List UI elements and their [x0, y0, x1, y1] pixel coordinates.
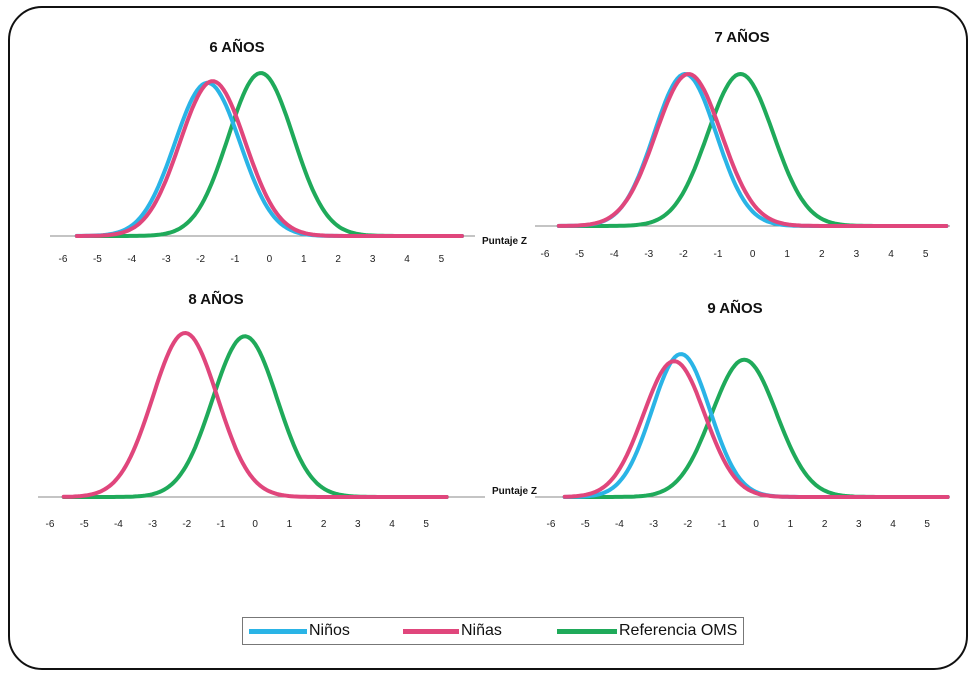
- x-tick-label: -5: [581, 519, 590, 530]
- x-tick-label: -2: [182, 519, 191, 530]
- x-axis-name: Puntaje Z: [482, 236, 527, 247]
- x-tick-label: -6: [46, 519, 55, 530]
- x-tick-label: 0: [753, 519, 759, 530]
- x-tick-label: 3: [854, 249, 860, 260]
- x-tick-label: 0: [267, 254, 273, 265]
- x-tick-label: 1: [788, 519, 794, 530]
- panel-title: 6 AÑOS: [209, 38, 264, 56]
- x-tick-label: -6: [59, 254, 68, 265]
- panel-title: 8 AÑOS: [188, 290, 243, 308]
- x-tick-label: 5: [423, 519, 429, 530]
- x-tick-label: -3: [148, 519, 157, 530]
- x-tick-label: 5: [439, 254, 445, 265]
- x-tick-label: 5: [924, 519, 930, 530]
- x-tick-label: -6: [547, 519, 556, 530]
- series-curve-ninos: [562, 352, 950, 499]
- x-tick-label: -3: [644, 249, 653, 260]
- x-tick-label: 5: [923, 249, 929, 260]
- series-curve-ninas: [74, 79, 464, 238]
- legend-swatch-ninas: [403, 628, 459, 634]
- x-tick-label: -5: [93, 254, 102, 265]
- legend-item-ninas: Niñas: [375, 618, 555, 644]
- legend-swatch-ninos: [249, 628, 307, 634]
- x-tick-label: 1: [287, 519, 293, 530]
- x-tick-label: -2: [683, 519, 692, 530]
- series-curve-ninas: [61, 331, 449, 499]
- x-tick-label: -2: [196, 254, 205, 265]
- panel-title: 7 AÑOS: [714, 28, 769, 46]
- x-tick-label: 4: [389, 519, 395, 530]
- legend-label-referencia: Referencia OMS: [619, 622, 738, 639]
- panel-3: 9 AÑOS -6 -5 -4 -3 -2 -1 0 1 2 3 4 5 Puntaje Z: [492, 299, 950, 530]
- x-tick-label: 3: [856, 519, 862, 530]
- legend-item-referencia: Referencia OMS: [555, 618, 737, 644]
- x-tick-label: 0: [750, 249, 756, 260]
- legend: Niños Niñas Referencia OMS: [242, 617, 744, 645]
- series-curve-ninas: [556, 72, 949, 228]
- x-tick-label: -1: [714, 249, 723, 260]
- x-tick-label: -3: [162, 254, 171, 265]
- x-tick-label: 3: [370, 254, 376, 265]
- x-tick-label: -1: [217, 519, 226, 530]
- x-tick-label: -1: [718, 519, 727, 530]
- x-tick-label: 2: [321, 519, 327, 530]
- x-tick-label: 1: [784, 249, 790, 260]
- panel-2: 8 AÑOS -6 -5 -4 -3 -2 -1 0 1 2 3 4 5: [38, 290, 485, 530]
- legend-swatch-referencia: [557, 628, 617, 634]
- legend-item-ninos: Niños: [243, 618, 375, 644]
- x-tick-label: 4: [404, 254, 410, 265]
- panel-0: 6 AÑOS -6 -5 -4 -3 -2 -1 0 1 2 3 4 5: [50, 38, 475, 265]
- legend-label-ninos: Niños: [309, 622, 350, 639]
- chart-frame: [8, 6, 968, 670]
- series-curve-ninos: [74, 80, 464, 238]
- x-tick-label: 4: [890, 519, 896, 530]
- x-tick-label: 4: [888, 249, 894, 260]
- x-tick-label: -4: [615, 519, 624, 530]
- series-curve-ninas: [562, 359, 950, 499]
- x-tick-label: 3: [355, 519, 361, 530]
- x-tick-label: 2: [822, 519, 828, 530]
- x-tick-label: -5: [575, 249, 584, 260]
- x-tick-label: -3: [649, 519, 658, 530]
- x-tick-label: -4: [114, 519, 123, 530]
- legend-label-ninas: Niñas: [461, 622, 502, 639]
- panel-1: 7 AÑOS -6 -5 -4 -3 -2 -1 0 1 2 3 4 5 Puntaje Z: [482, 28, 950, 260]
- x-tick-label: -5: [80, 519, 89, 530]
- x-tick-label: -4: [127, 254, 136, 265]
- x-tick-label: 2: [335, 254, 341, 265]
- panel-title: 9 AÑOS: [707, 299, 762, 317]
- x-tick-label: -6: [541, 249, 550, 260]
- x-tick-label: -1: [231, 254, 240, 265]
- x-tick-label: 0: [252, 519, 258, 530]
- x-tick-label: -2: [679, 249, 688, 260]
- x-tick-label: 2: [819, 249, 825, 260]
- x-axis-name: Puntaje Z: [492, 486, 537, 497]
- x-tick-label: -4: [610, 249, 619, 260]
- x-tick-label: 1: [301, 254, 307, 265]
